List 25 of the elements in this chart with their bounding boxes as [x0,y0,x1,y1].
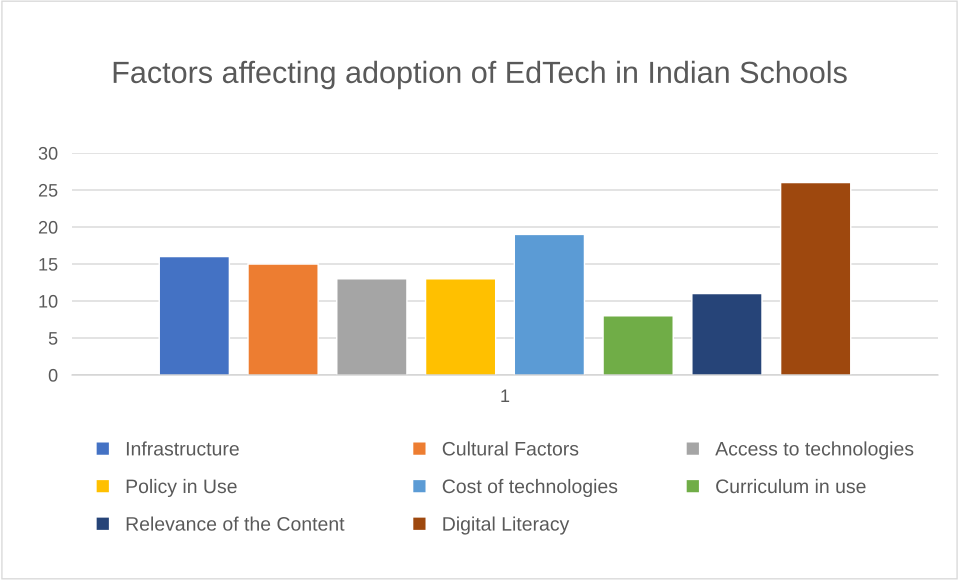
legend-label: Digital Literacy [443,516,570,535]
legend-label: Relevance of the Content [126,516,344,531]
bar [691,292,763,375]
bar [336,278,408,375]
y-tick-label: 5 [48,332,58,345]
legend-label: Policy in Use [126,478,237,498]
bar [424,278,496,375]
legend-label: Curriculum in use [716,478,866,494]
y-tick-label: 0 [48,368,58,382]
y-tick-label: 10 [39,294,58,308]
bar [247,263,319,375]
legend-label: Access to technologies [715,441,914,460]
legend-label: Cultural Factors [442,441,578,456]
y-tick-label: 20 [38,220,58,234]
legend-label: Infrastructure [126,441,239,456]
x-tick-label: 1 [501,390,510,402]
bar [158,256,230,375]
chart-title: Factors affecting adoption of EdTech in Indian Schools [114,60,847,90]
y-tick-label: 15 [39,258,58,271]
bar [514,234,586,375]
y-tick-label: 25 [38,184,58,197]
bar [602,315,674,375]
legend-label: Cost of technologies [442,478,618,498]
bar [780,182,852,375]
y-tick-label: 30 [38,146,58,160]
